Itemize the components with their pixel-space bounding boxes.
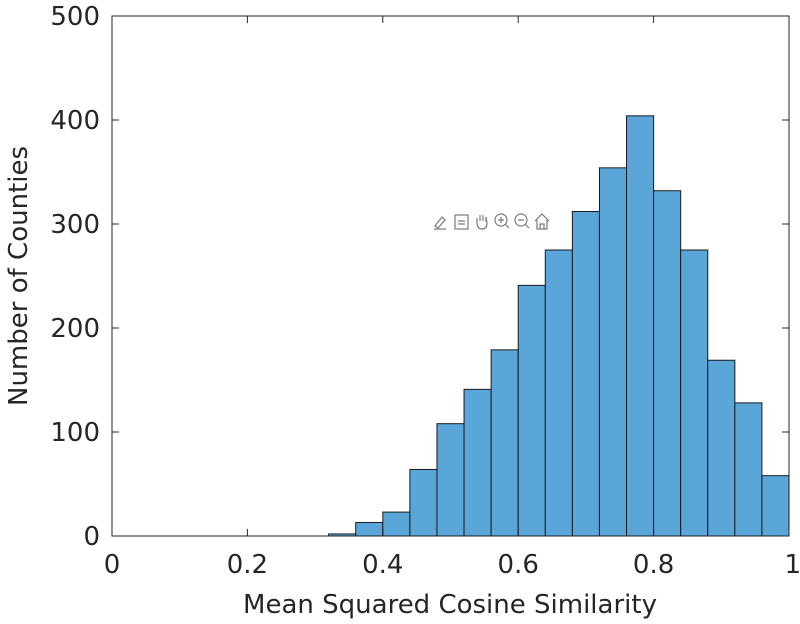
x-tick-label: 0.8 [633, 550, 674, 580]
x-tick-label: 0.2 [227, 550, 268, 580]
datatip-icon[interactable] [454, 214, 469, 230]
zoom-in-icon[interactable] [494, 213, 510, 229]
x-tick-label: 1 [784, 550, 800, 580]
histogram-bar [409, 468, 438, 537]
y-tick-label: 0 [83, 522, 100, 552]
brush-icon[interactable] [434, 216, 446, 230]
x-axis-ticks: 0 0.2 0.4 0.6 0.8 1 [104, 16, 800, 580]
y-tick-label: 300 [50, 210, 100, 240]
histogram-bar [734, 402, 763, 537]
bars-group [328, 115, 790, 537]
x-axis-label: Mean Squared Cosine Similarity [243, 590, 657, 620]
histogram-bar [328, 533, 357, 537]
histogram-bar [382, 511, 411, 537]
x-tick-label: 0.4 [362, 550, 403, 580]
histogram-bar [680, 249, 709, 537]
histogram-bar [707, 359, 736, 537]
y-axis-ticks: 0 100 200 300 400 500 [50, 2, 789, 552]
x-tick-label: 0.6 [498, 550, 539, 580]
histogram-bar [490, 349, 519, 537]
axes-toolbar [434, 213, 550, 230]
histogram-bar [355, 521, 384, 537]
y-tick-label: 400 [50, 106, 100, 136]
histogram-bar [571, 211, 600, 537]
home-icon[interactable] [534, 213, 550, 230]
histogram-bar [517, 284, 546, 537]
zoom-out-icon[interactable] [514, 213, 530, 229]
histogram-bar [436, 423, 465, 537]
y-tick-label: 100 [50, 418, 100, 448]
pan-icon[interactable] [476, 215, 488, 230]
histogram-bar [653, 190, 682, 537]
histogram-bar [544, 249, 573, 537]
y-tick-label: 200 [50, 314, 100, 344]
y-tick-label: 500 [50, 2, 100, 32]
x-tick-label: 0 [104, 550, 121, 580]
histogram-bar [626, 115, 655, 537]
histogram-bar [463, 388, 492, 537]
y-axis-label: Number of Counties [4, 146, 34, 406]
histogram-bar [598, 167, 628, 537]
histogram-bar [761, 475, 790, 537]
